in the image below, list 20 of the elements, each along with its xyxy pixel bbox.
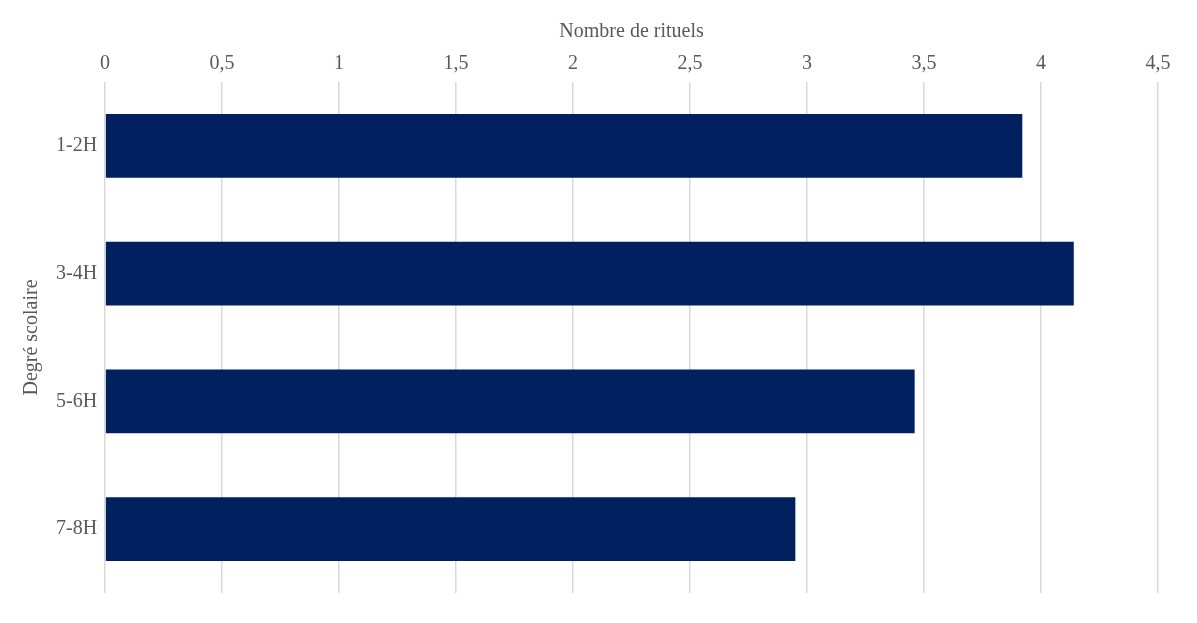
- bar: [105, 369, 915, 434]
- x-tick-label: 2: [568, 51, 579, 74]
- y-tick-label: 3-4H: [55, 260, 98, 283]
- x-tick-label: 0,5: [209, 51, 235, 74]
- x-tick-label: 1: [334, 51, 345, 74]
- y-axis-title: Degré scolaire: [19, 279, 43, 396]
- x-tick-label: 3,5: [911, 51, 937, 74]
- x-tick-label: 2,5: [677, 51, 703, 74]
- bar: [105, 241, 1074, 306]
- x-axis-title: Nombre de rituels: [559, 19, 704, 42]
- y-tick-label: 7-8H: [55, 516, 98, 539]
- y-tick-label: 1-2H: [55, 133, 98, 156]
- x-tick-label: 0: [100, 51, 111, 74]
- x-tick-label: 4,5: [1145, 51, 1171, 74]
- bar: [105, 113, 1023, 178]
- y-tick-label: 5-6H: [55, 388, 98, 411]
- x-tick-label: 4: [1036, 51, 1047, 74]
- x-tick-label: 1,5: [443, 51, 469, 74]
- x-tick-label: 3: [802, 51, 813, 74]
- bar: [105, 497, 796, 562]
